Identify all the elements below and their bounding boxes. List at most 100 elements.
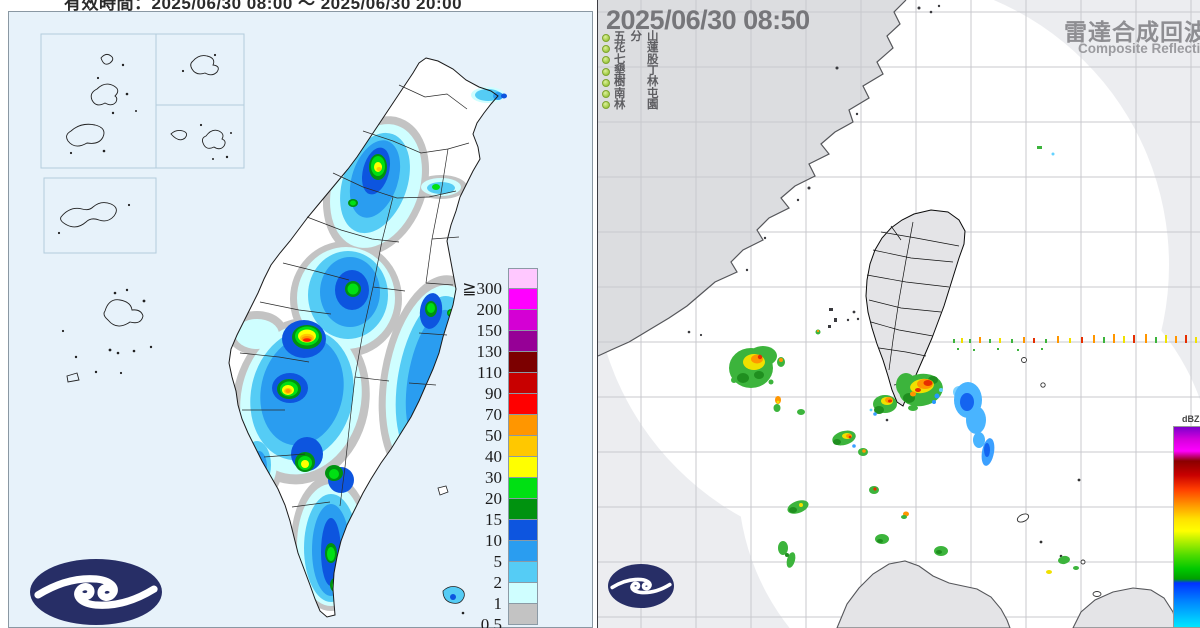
legend-swatch [508,268,538,289]
station-status-icon [602,44,610,53]
legend-swatch [508,520,538,541]
legend-item: ≧300 [448,268,538,298]
radar-station-item: 七股 [602,53,664,66]
legend-value: 110 [477,363,502,382]
cwb-logo [608,564,674,608]
station-name-char: 山 [647,31,659,44]
legend-item: 130 [448,331,538,361]
radar-station-item: 南屯 [602,88,664,99]
station-name-char: 股 [647,53,659,66]
china-landmass [598,0,906,356]
legend-value: 50 [485,426,502,445]
legend-swatch [508,457,538,478]
luzon-landmass [836,560,1178,628]
offshore-islets [1016,357,1102,597]
legend-item: 10 [448,520,538,550]
inset-boxes [40,33,245,254]
legend-value: 10 [485,531,502,550]
legend-swatch [508,352,538,373]
radar-timestamp: 2025/06/30 08:50 [606,5,810,35]
legend-item: 70 [448,394,538,424]
station-status-icon [602,90,610,99]
legend-item: 0.5 [448,604,538,628]
station-name-char: 五 [614,31,626,44]
station-name-char: 園 [647,98,659,111]
legend-value: ≧300 [462,279,502,298]
station-status-icon [602,33,610,42]
legend-swatch [508,394,538,415]
radar-title-en: Composite Reflectivity [1078,41,1200,56]
station-name-char: 分 [630,31,643,44]
legend-item: 5 [448,541,538,571]
station-status-icon [602,78,610,87]
legend-swatch [508,331,538,352]
legend-value: 2 [493,573,503,592]
station-name-char: 樹 [614,76,626,89]
green-island [437,485,449,496]
station-name-char: 蓮 [647,42,659,55]
legend-swatch [508,478,538,499]
legend-value: 20 [485,489,502,508]
penghu-islands [66,299,144,383]
legend-item: 15 [448,499,538,529]
legend-value: 70 [485,405,502,424]
radar-echoes [729,146,1079,574]
radar-station-list: 五分山花蓮七股墾丁樹林南屯林園 [602,31,664,111]
northeast-sea-rain-patch [471,87,507,103]
station-name-char: 花 [614,42,626,55]
legend-swatch [508,583,538,604]
legend-value: 0.5 [480,615,502,628]
inset-island-dots [57,53,232,235]
radar-map-svg [598,0,1200,628]
legend-value: 40 [485,447,502,466]
station-name-char: 林 [614,98,626,111]
legend-item: 40 [448,436,538,466]
radar-station-item: 墾丁 [602,65,664,78]
legend-value: 15 [485,510,502,529]
legend-swatch [508,541,538,562]
radar-station-item: 五分山 [602,31,664,44]
legend-swatch [508,562,538,583]
orchid-island [442,586,465,615]
station-name-char: 墾 [614,65,626,78]
legend-value: 1 [493,594,503,613]
dbz-colorbar [1173,426,1200,628]
legend-item: 50 [448,415,538,445]
county-borders [239,84,470,508]
dbz-colorbar-label: dBZ [1182,414,1200,424]
station-status-icon [602,67,610,76]
legend-value: 90 [485,384,502,403]
legend-swatch [508,604,538,625]
legend-item: 90 [448,373,538,403]
rainfall-map-panel: 有效時間：2025/06/30 08:00 ～ 2025/06/30 20:00 [0,0,597,628]
legend-value: 130 [476,342,503,361]
taiwan-right-map [865,209,966,407]
cwb-logo [30,559,162,625]
legend-value: 200 [476,300,503,319]
inset-islands [60,53,226,228]
legend-swatch [508,310,538,331]
radar-station-item: 花蓮 [602,43,664,54]
valid-time-label: 有效時間：2025/06/30 08:00 ～ 2025/06/30 20:00 [64,0,463,13]
legend-value: 150 [476,321,503,340]
legend-swatch [508,289,538,310]
rainfall-map-svg [30,33,507,625]
legend-swatch [508,499,538,520]
coastal-islets [687,4,941,422]
station-status-icon [602,101,610,110]
station-name-char: 林 [647,76,659,89]
station-status-icon [602,56,610,65]
radar-station-item: 樹林 [602,77,664,88]
station-name-char: 屯 [647,87,659,100]
legend-swatch [508,373,538,394]
legend-item: 110 [448,352,538,382]
penghu-dots [61,288,153,375]
rainfall-map-canvas [8,11,593,628]
radar-station-item: 林園 [602,98,664,111]
legend-value: 5 [493,552,503,571]
legend-item: 2 [448,562,538,592]
rain-scale-legend: ≧300 200 150 130 110 90 70 50 40 30 20 15 10 5 2 1 0.5 [448,268,538,628]
legend-swatch [508,436,538,457]
